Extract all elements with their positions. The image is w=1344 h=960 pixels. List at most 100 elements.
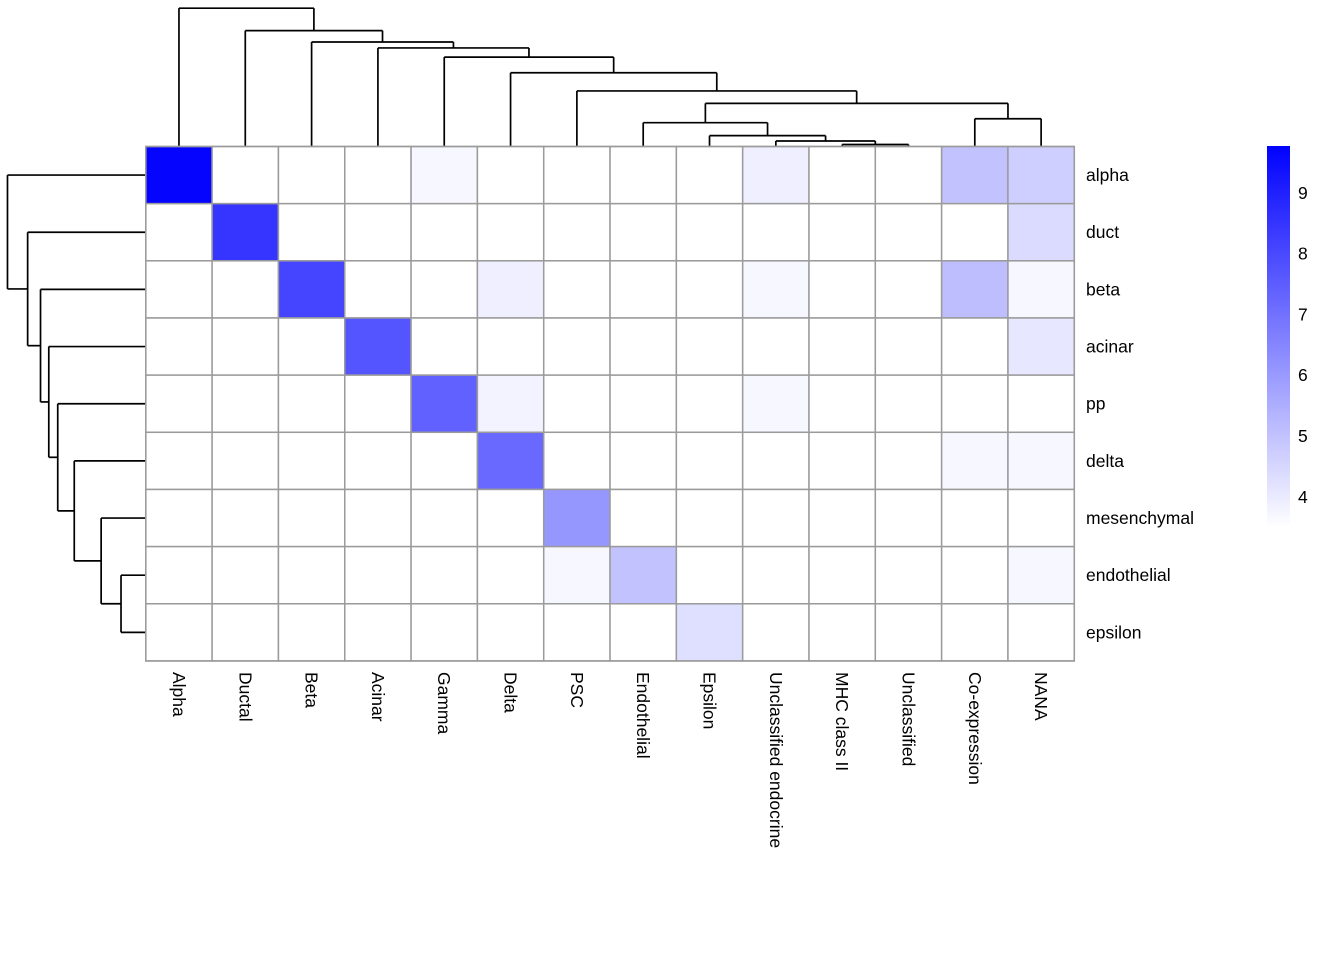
heatmap-cell <box>1007 202 1076 262</box>
heatmap-cell <box>145 431 213 491</box>
heatmap-cell <box>1007 488 1076 548</box>
heatmap-cell <box>344 145 412 205</box>
heatmap-cell <box>542 145 611 205</box>
heatmap-cell <box>410 260 479 319</box>
heatmap-cell <box>741 488 810 548</box>
column-label: MHC class II <box>832 672 852 771</box>
heatmap-cell <box>940 431 1009 491</box>
heatmap-cell <box>542 317 611 376</box>
heatmap-cell <box>476 603 545 662</box>
heatmap-cell <box>609 431 678 491</box>
column-label: PSC <box>567 672 587 708</box>
column-label: Unclassified <box>898 672 918 766</box>
row-label: alpha <box>1086 165 1129 185</box>
heatmap-border <box>145 145 1076 662</box>
heatmap-cell <box>1007 603 1076 662</box>
heatmap-cell <box>675 374 744 434</box>
heatmap-cell <box>145 603 213 662</box>
row-dendrogram <box>6 174 146 634</box>
heatmap-cell <box>344 374 412 434</box>
column-label: Unclassified endocrine <box>766 672 786 848</box>
heatmap-cell <box>741 260 810 319</box>
heatmap-cell <box>1007 545 1076 605</box>
heatmap-cell <box>277 374 346 434</box>
heatmap-cell <box>476 431 545 491</box>
heatmap-cell <box>410 545 479 605</box>
column-label: Beta <box>302 672 322 708</box>
heatmap-cell <box>542 488 611 548</box>
row-label: acinar <box>1086 337 1134 357</box>
heatmap-cell <box>211 145 280 205</box>
heatmap-cell <box>410 374 479 434</box>
row-label: beta <box>1086 279 1120 299</box>
heatmap-cell <box>940 145 1009 205</box>
heatmap-cell <box>145 317 213 376</box>
heatmap-cell <box>277 488 346 548</box>
heatmap-cell <box>874 603 943 662</box>
legend-tick-label: 6 <box>1298 365 1308 385</box>
heatmap-cell <box>542 545 611 605</box>
row-label: endothelial <box>1086 565 1171 585</box>
heatmap-cell <box>476 202 545 262</box>
heatmap-cell <box>211 431 280 491</box>
heatmap-cell <box>675 545 744 605</box>
column-label: Endothelial <box>633 672 653 759</box>
row-label: epsilon <box>1086 622 1141 642</box>
column-label: Acinar <box>368 672 388 722</box>
row-label: pp <box>1086 394 1105 414</box>
heatmap-cell <box>1007 374 1076 434</box>
column-labels: Alpha Ductal Beta Acinar Gamma Delta PSC Endoth… <box>169 672 1051 848</box>
heatmap-cell <box>211 374 280 434</box>
legend-tick-label: 7 <box>1298 304 1308 324</box>
heatmap-cell <box>675 603 744 662</box>
column-label: Ductal <box>235 672 255 722</box>
heatmap-cell <box>476 260 545 319</box>
row-label: duct <box>1086 222 1119 242</box>
heatmap-cell <box>675 202 744 262</box>
heatmap-grid <box>145 145 1076 662</box>
legend-tick-label: 8 <box>1298 244 1308 264</box>
heatmap-cell <box>675 488 744 548</box>
heatmap-cell <box>874 317 943 376</box>
heatmap-cell <box>277 145 346 205</box>
heatmap-cell <box>808 374 877 434</box>
heatmap-cell <box>277 202 346 262</box>
heatmap-cell <box>808 145 877 205</box>
heatmap-cell <box>1007 260 1076 319</box>
column-label: Gamma <box>434 672 454 735</box>
heatmap-cell <box>609 145 678 205</box>
heatmap-cell <box>940 603 1009 662</box>
heatmap-cell <box>542 374 611 434</box>
heatmap-cell <box>609 545 678 605</box>
heatmap-cell <box>874 202 943 262</box>
heatmap-cell <box>344 545 412 605</box>
heatmap-cell <box>344 317 412 376</box>
heatmap-cell <box>410 145 479 205</box>
heatmap-cell <box>808 603 877 662</box>
heatmap-cell <box>410 431 479 491</box>
heatmap-cell <box>211 603 280 662</box>
heatmap-cell <box>410 488 479 548</box>
heatmap-cell <box>542 603 611 662</box>
heatmap-cell <box>344 260 412 319</box>
column-label: Delta <box>501 672 521 713</box>
heatmap-cell <box>542 202 611 262</box>
heatmap-cell <box>675 431 744 491</box>
heatmap-cell <box>874 545 943 605</box>
heatmap-cell <box>675 317 744 376</box>
heatmap-cell <box>609 374 678 434</box>
heatmap-cell <box>476 545 545 605</box>
column-label: NANA <box>1031 672 1051 721</box>
color-legend: 9 8 7 6 5 4 <box>1267 146 1308 526</box>
heatmap-cell <box>476 374 545 434</box>
heatmap-cell <box>410 202 479 262</box>
heatmap-cell <box>609 603 678 662</box>
heatmap-cell <box>741 545 810 605</box>
heatmap-cell <box>609 260 678 319</box>
heatmap-cell <box>476 317 545 376</box>
heatmap-cell <box>1007 317 1076 376</box>
heatmap-cell <box>609 317 678 376</box>
heatmap-cell <box>211 260 280 319</box>
column-label: Co-expression <box>965 672 985 785</box>
heatmap-cell <box>145 374 213 434</box>
